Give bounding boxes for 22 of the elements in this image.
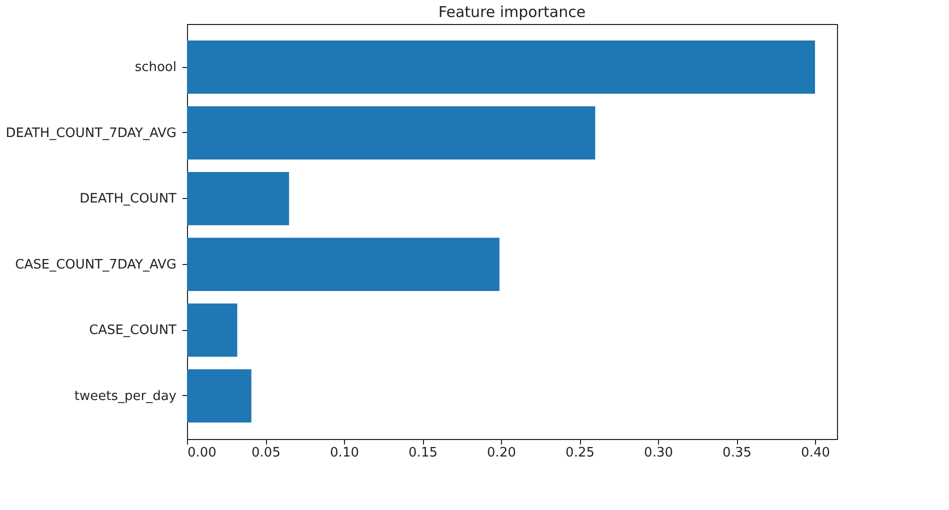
- y-tick-label: CASE_COUNT_7DAY_AVG: [15, 257, 176, 272]
- bar: [187, 369, 252, 423]
- x-tick-label: 0.15: [408, 446, 438, 460]
- bar: [187, 172, 290, 226]
- bar: [187, 304, 238, 357]
- y-tick-label: DEATH_COUNT_7DAY_AVG: [6, 126, 176, 141]
- x-tick-label: 0.30: [644, 446, 673, 460]
- bar: [187, 106, 596, 160]
- y-tick-label: school: [134, 60, 176, 76]
- x-tick-label: 0.25: [566, 446, 594, 460]
- bar: [187, 238, 500, 292]
- chart-title: Feature importance: [438, 3, 586, 21]
- x-tick-label: 0.10: [330, 446, 359, 460]
- x-tick-label: 0.20: [487, 446, 516, 460]
- x-tick-label: 0.40: [801, 446, 830, 460]
- x-tick-label: 0.00: [188, 446, 216, 460]
- y-tick-label: DEATH_COUNT: [80, 192, 177, 207]
- y-tick-label: CASE_COUNT: [89, 323, 177, 338]
- x-tick-label: 0.35: [722, 446, 752, 460]
- x-tick-label: 0.05: [252, 446, 280, 460]
- y-tick-label: tweets_per_day: [74, 388, 177, 404]
- bar: [187, 40, 816, 94]
